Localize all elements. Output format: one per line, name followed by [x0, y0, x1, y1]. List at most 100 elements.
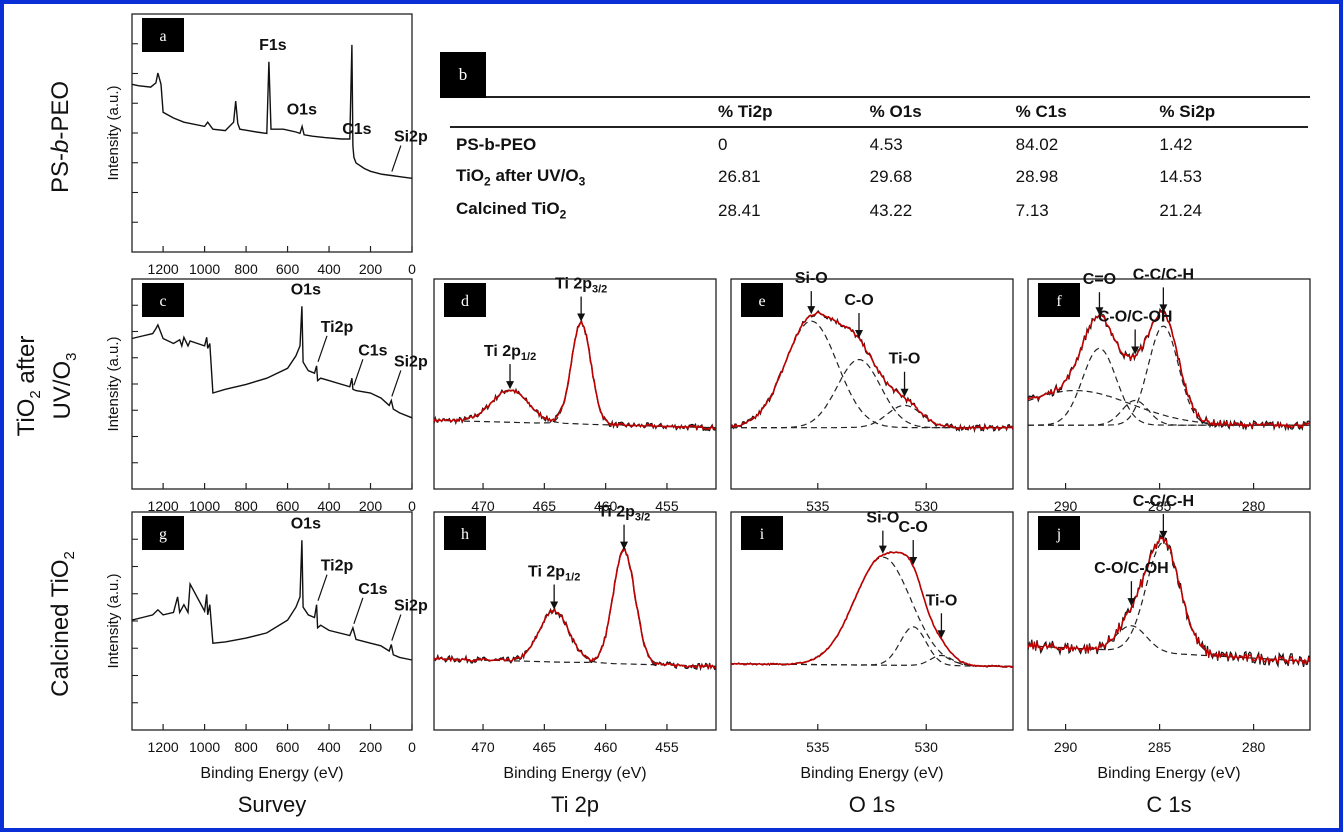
row-title: Calcined TiO2 — [47, 551, 78, 697]
x-tick-label: 530 — [915, 498, 939, 514]
x-tick-label: 600 — [276, 498, 300, 514]
x-tick-label: 200 — [359, 498, 383, 514]
peak-label: C=O — [1083, 271, 1116, 288]
x-axis-label: Binding Energy (eV) — [503, 765, 646, 782]
annotation-arrowhead — [1159, 304, 1168, 313]
annotation-arrowhead — [620, 541, 629, 550]
table-cell: 1.42 — [1159, 135, 1193, 154]
annotation-arrowhead — [900, 388, 909, 397]
peak-label: C-O — [844, 292, 873, 309]
x-axis-label: Binding Energy (eV) — [200, 765, 343, 782]
component-curve-h — [433, 550, 717, 667]
x-tick-label: 455 — [655, 498, 679, 514]
y-axis-label: Intensity (a.u.) — [105, 85, 122, 180]
panel-tag-j: j — [1056, 526, 1061, 543]
x-tick-label: 285 — [1148, 498, 1172, 514]
label-sub: 1/2 — [521, 351, 536, 363]
panel-tag-f: f — [1056, 293, 1062, 310]
component-curve-f — [1028, 399, 1310, 426]
y-axis-label: Intensity (a.u.) — [105, 336, 122, 431]
x-tick-label: 200 — [359, 739, 383, 755]
annotation-arrowhead — [937, 630, 946, 639]
raw-spectrum-j — [1027, 532, 1311, 669]
annotation-arrow — [317, 335, 328, 362]
x-tick-label: 290 — [1054, 498, 1078, 514]
label-main: Ti 2p — [555, 276, 592, 293]
panel-tag-box-i — [741, 516, 783, 550]
survey-spectrum-c — [131, 306, 413, 419]
peak-label: Ti 2p3/2 — [555, 276, 607, 296]
component-curve-i — [730, 556, 1014, 667]
component-curve-f — [1028, 325, 1310, 426]
x-tick-label: 0 — [408, 261, 416, 277]
x-tick-label: 460 — [594, 498, 618, 514]
plot-frame-f — [1027, 278, 1311, 490]
table-cell: 29.68 — [869, 167, 913, 187]
row-title-part: b — [47, 140, 74, 153]
fit-spectrum-e — [730, 311, 1014, 431]
peak-label: O1s — [287, 101, 317, 118]
annotation-arrowhead — [807, 306, 816, 315]
peak-label: O1s — [291, 281, 321, 298]
x-tick-label: 530 — [915, 739, 939, 755]
annotation-arrowhead — [1095, 307, 1104, 316]
peak-label: C-O/C-OH — [1098, 308, 1173, 325]
table-header-cell — [450, 99, 712, 128]
panel-tag-box-a — [142, 18, 184, 52]
x-tick-label: 285 — [1148, 739, 1172, 755]
row-title-part: 3 — [63, 352, 80, 360]
raw-spectrum-e — [730, 309, 1014, 434]
peak-label: Ti2p — [321, 319, 354, 336]
component-curve-f — [1027, 347, 1310, 426]
peak-label: C-C/C-H — [1133, 493, 1194, 510]
x-tick-label: 1000 — [189, 498, 220, 514]
annotation-arrow — [391, 614, 402, 641]
annotation-arrowhead — [854, 330, 863, 339]
peak-label: C1s — [358, 342, 387, 359]
component-curve-d — [433, 389, 717, 429]
annotation-arrowhead — [550, 601, 559, 610]
raw-spectrum-h — [433, 547, 717, 672]
annotation-arrowhead — [909, 557, 918, 566]
label-main: Ti 2p — [484, 343, 521, 360]
plot-frame-j — [1027, 511, 1311, 731]
annotation-arrow — [391, 145, 402, 172]
x-tick-label: 800 — [234, 739, 258, 755]
peak-label: Ti-O — [926, 592, 958, 609]
label-main: Ti 2p — [528, 564, 565, 581]
peak-label: Ti 2p1/2 — [484, 343, 536, 363]
table-cell: 0 — [718, 135, 728, 154]
plot-frame-e — [730, 278, 1014, 490]
column-title: C 1s — [1146, 792, 1191, 817]
column-title: Ti 2p — [551, 792, 599, 817]
column-title: Survey — [238, 792, 306, 817]
table-cell-sample: Calcined TiO2 — [456, 199, 567, 222]
table-cell: 43.22 — [869, 200, 913, 220]
panel-tag-box-f — [1038, 283, 1080, 317]
label-sub: 3/2 — [592, 284, 607, 296]
table-cell: 14.53 — [1159, 167, 1202, 187]
peak-label: Ti 2p3/2 — [598, 504, 650, 524]
x-tick-label: 400 — [317, 739, 341, 755]
x-tick-label: 280 — [1242, 498, 1266, 514]
component-curve-e — [730, 320, 1013, 429]
row-title-part: 2 — [27, 390, 44, 398]
component-curve-e — [731, 358, 1013, 429]
x-tick-label: 0 — [408, 739, 416, 755]
panel-tag-a: a — [159, 28, 166, 45]
annotation-arrowhead — [1127, 598, 1136, 607]
panel-tag-box-j — [1038, 516, 1080, 550]
x-tick-label: 290 — [1054, 739, 1078, 755]
peak-label: Si-O — [795, 270, 828, 287]
x-axis-label: Binding Energy (eV) — [1097, 765, 1240, 782]
x-tick-label: 0 — [408, 498, 416, 514]
x-tick-label: 1200 — [148, 739, 179, 755]
panel-tag-box-c — [142, 283, 184, 317]
table-row: TiO2 after UV/O3 26.81 29.68 28.98 14.53 — [450, 159, 1308, 192]
row-title-part: Calcined TiO — [47, 559, 74, 696]
peak-label: C1s — [358, 581, 387, 598]
x-tick-label: 800 — [234, 498, 258, 514]
column-title: O 1s — [849, 792, 895, 817]
plot-frame-d — [433, 278, 717, 490]
